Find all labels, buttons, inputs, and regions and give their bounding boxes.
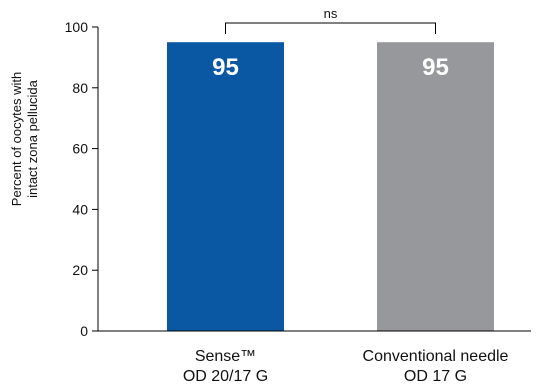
y-tick-label: 40 (72, 201, 88, 217)
bars: 95 95 (167, 42, 494, 331)
bar-value-label: 95 (212, 54, 239, 81)
y-tick-label: 20 (72, 262, 88, 278)
significance-bracket (225, 22, 436, 34)
bar (377, 42, 494, 331)
x-category-label: OD 20/17 G (183, 368, 268, 385)
x-category-label: Conventional needle (363, 348, 509, 365)
x-axis: Sense™ OD 20/17 G Conventional needle OD 17… (98, 330, 531, 385)
y-tick-label: 100 (65, 19, 89, 35)
y-axis-title-line: Percent of oocytes with (9, 72, 24, 206)
significance-annotation: ns (225, 6, 436, 34)
y-axis: 0 20 40 60 80 100 (65, 19, 99, 339)
x-category-label: OD 17 G (404, 368, 467, 385)
y-tick-label: 0 (80, 323, 88, 339)
y-tick-label: 60 (72, 141, 88, 157)
y-axis-title: Percent of oocytes with intact zona pellu… (9, 72, 40, 206)
y-axis-title-line: intact zona pellucida (25, 79, 40, 198)
x-category-label: Sense™ (195, 348, 256, 365)
y-tick-label: 80 (72, 80, 88, 96)
bar-value-label: 95 (422, 54, 449, 81)
significance-label: ns (324, 6, 338, 21)
bar (167, 42, 284, 331)
